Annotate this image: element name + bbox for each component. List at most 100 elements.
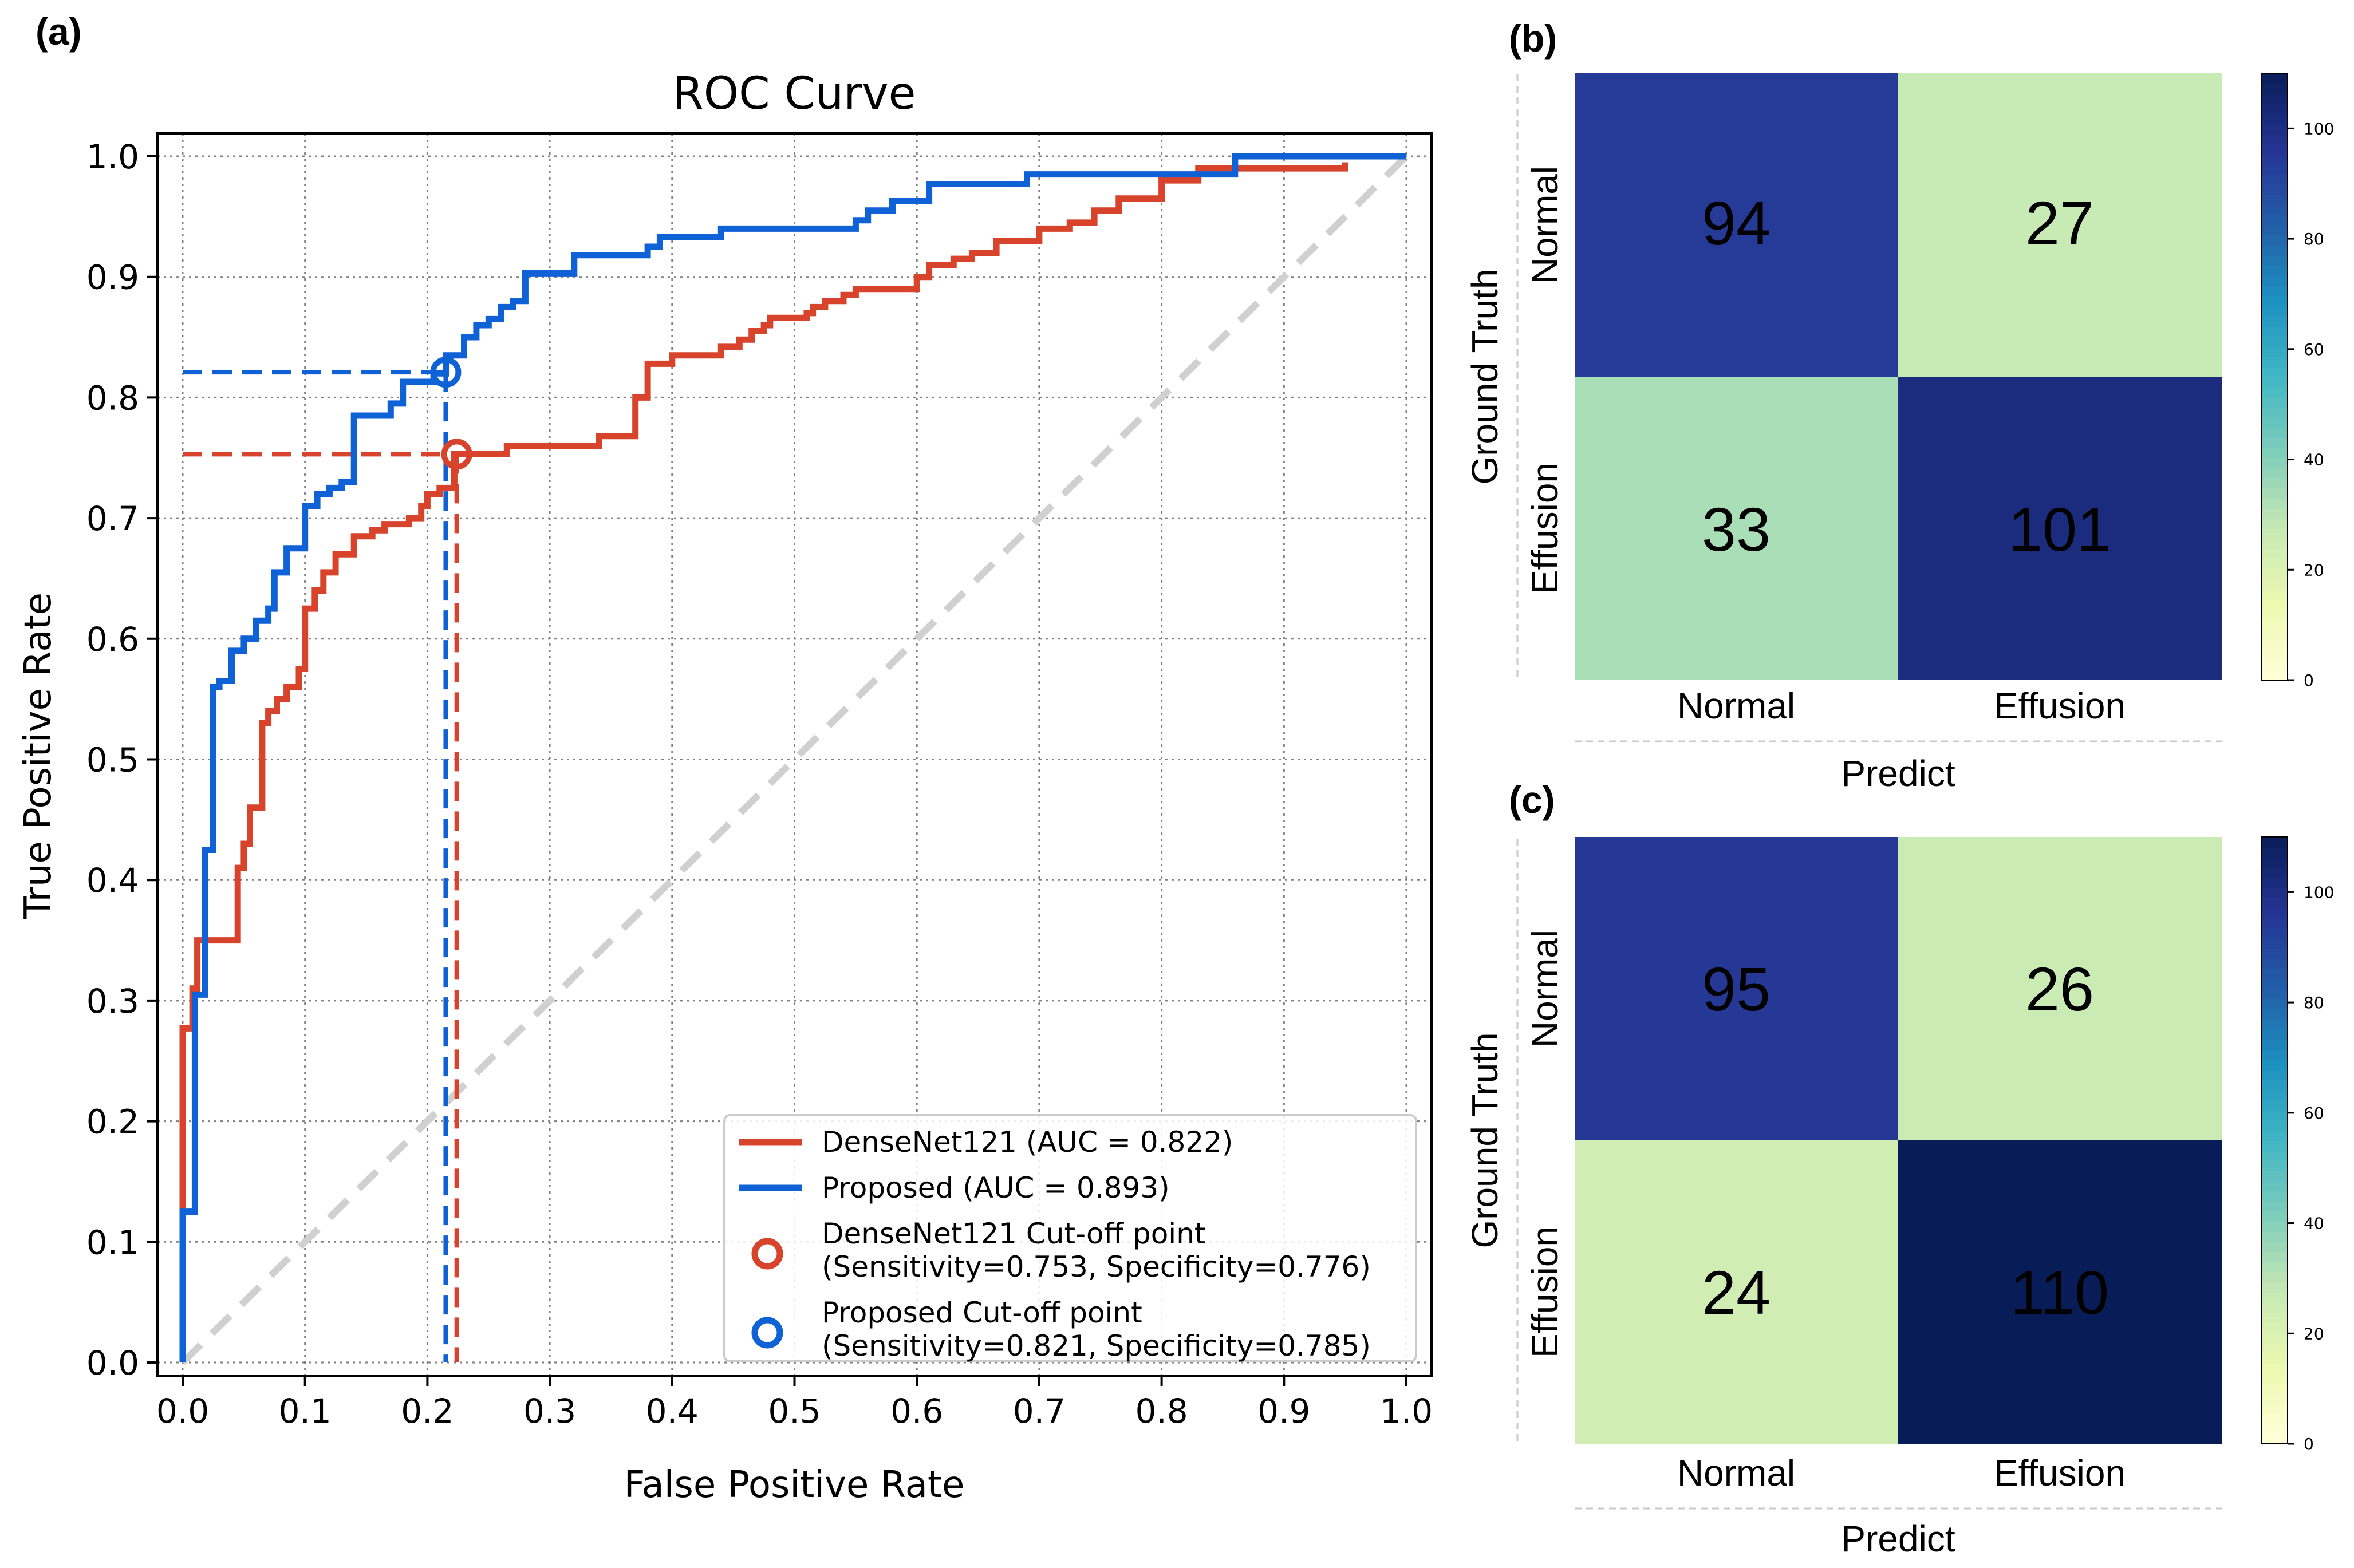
roc-x-tick-label: 0.2 [401,1392,454,1431]
cm-c-colorbar: 0 20 40 60 80 100 [2261,836,2334,1454]
colorbar-tick-label: 100 [2304,883,2334,902]
roc-y-tick-label: 0.7 [86,499,139,538]
roc-x-tick-label: 0.5 [768,1392,821,1431]
cm-b-cell-normal-normal [1575,73,1898,377]
colorbar-segment [2262,386,2288,398]
colorbar-segment [2262,1100,2288,1111]
colorbar-segment [2262,938,2288,949]
colorbar-segment [2262,1171,2288,1182]
colorbar-tick-label: 60 [2304,1104,2324,1123]
cm-c-cell-effusion-normal [1575,1140,1898,1444]
cm-b-x-tick-normal: Normal [1677,685,1795,726]
roc-title: ROC Curve [673,68,916,120]
roc-y-ticks: 0.0 0.1 0.2 0.3 0.4 0.5 0.6 0.7 0.8 0.9 1.0 [86,137,157,1383]
confusion-matrix-c: (c) 95 26 24 110 Normal Effusion Predict… [1464,779,2334,1559]
colorbar-segment [2262,548,2288,559]
colorbar-segment [2262,1241,2288,1253]
colorbar-segment [2262,488,2288,499]
colorbar-frame [2261,836,2288,1444]
colorbar-segment [2262,907,2288,919]
roc-legend-box [723,1114,1417,1362]
confusion-matrix-b: (b) 94 27 33 101 Normal Effusion Predict… [1464,17,2334,794]
roc-y-tick-label: 0.5 [86,741,139,780]
colorbar-segment [2262,837,2288,848]
colorbar-tick-label: 0 [2304,671,2314,690]
colorbar-segment [2262,93,2288,104]
colorbar-segment [2262,639,2288,650]
legend-proposed-cutoff-label: Proposed Cut-off point [822,1296,1142,1329]
colorbar-segment [2262,1110,2288,1121]
colorbar-segment [2262,1282,2288,1293]
roc-y-tick-label: 0.2 [86,1103,139,1142]
cm-b-value-normal-effusion: 27 [2025,188,2094,258]
colorbar-segment [2262,1120,2288,1131]
colorbar-segment [2262,104,2288,114]
colorbar-segment [2262,235,2288,246]
colorbar-segment [2262,417,2288,428]
colorbar-segment [2262,295,2288,307]
colorbar-segment [2262,1059,2288,1071]
colorbar-segment [2262,670,2288,681]
colorbar-segment [2262,877,2288,888]
roc-x-tick-label: 0.4 [646,1392,699,1431]
cm-c-cell-normal-normal [1575,837,1898,1140]
cm-c-x-axis-label: Predict [1841,1518,1955,1559]
colorbar-segment [2262,989,2288,1000]
colorbar-tick-label: 100 [2304,119,2334,138]
cm-b-value-effusion-normal: 33 [1702,495,1771,564]
colorbar-tick-label: 40 [2304,451,2324,469]
colorbar-segment [2262,958,2288,969]
colorbar-segment [2262,225,2288,236]
colorbar-segment [2262,1393,2288,1404]
colorbar-segment [2262,1180,2288,1192]
legend-proposed-label: Proposed (AUC = 0.893) [822,1171,1170,1204]
colorbar-segment [2262,245,2288,256]
colorbar-tick-label: 20 [2304,1324,2324,1343]
roc-x-axis-label: False Positive Rate [624,1464,965,1506]
colorbar-segment [2262,164,2288,175]
colorbar-segment [2262,316,2288,327]
colorbar-tick-label: 20 [2304,560,2324,579]
colorbar-tick-label: 60 [2304,340,2324,359]
colorbar-tick-label: 80 [2304,230,2324,248]
colorbar-segment [2262,1089,2288,1101]
roc-curve-densenet [179,162,1348,1362]
colorbar-segment [2262,1353,2288,1364]
cm-b-x-axis-label: Predict [1841,753,1955,794]
roc-curves [179,153,1406,1362]
colorbar-tick-label: 40 [2304,1214,2324,1233]
colorbar-segment [2262,346,2288,357]
roc-y-tick-label: 0.4 [86,861,139,900]
colorbar-segment [2262,326,2288,337]
colorbar-segment [2262,538,2288,550]
colorbar-segment [2262,255,2288,266]
colorbar-segment [2262,978,2288,989]
colorbar-segment [2262,928,2288,939]
cm-b-value-effusion-effusion: 101 [2008,495,2111,564]
colorbar-segment [2262,918,2288,929]
cm-c-x-tick-effusion: Effusion [1994,1452,2126,1494]
cm-b-y-tick-effusion: Effusion [1524,463,1566,594]
colorbar-segment [2262,1271,2288,1283]
colorbar-segment [2262,204,2288,216]
colorbar-segment [2262,73,2288,84]
colorbar-segment [2262,457,2288,468]
cm-c-value-effusion-effusion: 110 [2010,1258,2109,1327]
colorbar-segment [2262,1039,2288,1050]
roc-x-tick-label: 0.6 [890,1392,943,1431]
colorbar-segment [2262,1019,2288,1030]
cm-b-y-axis-label: Ground Truth [1464,268,1505,484]
colorbar-segment [2262,468,2288,479]
legend-densenet-cutoff-stats: (Sensitivity=0.753, Specificity=0.776) [822,1250,1371,1283]
colorbar-segment [2262,1029,2288,1040]
cm-c-value-effusion-normal: 24 [1702,1258,1771,1327]
cm-c-cell-effusion-effusion [1898,1140,2222,1444]
roc-x-tick-label: 0.1 [279,1392,332,1431]
colorbar-segment [2262,1362,2288,1374]
colorbar-segment [2262,1302,2288,1313]
colorbar-segment [2262,377,2288,388]
panel-label-a: (a) [36,10,82,53]
colorbar-segment [2262,477,2288,489]
roc-proposed-cutoff-marker [430,357,462,388]
